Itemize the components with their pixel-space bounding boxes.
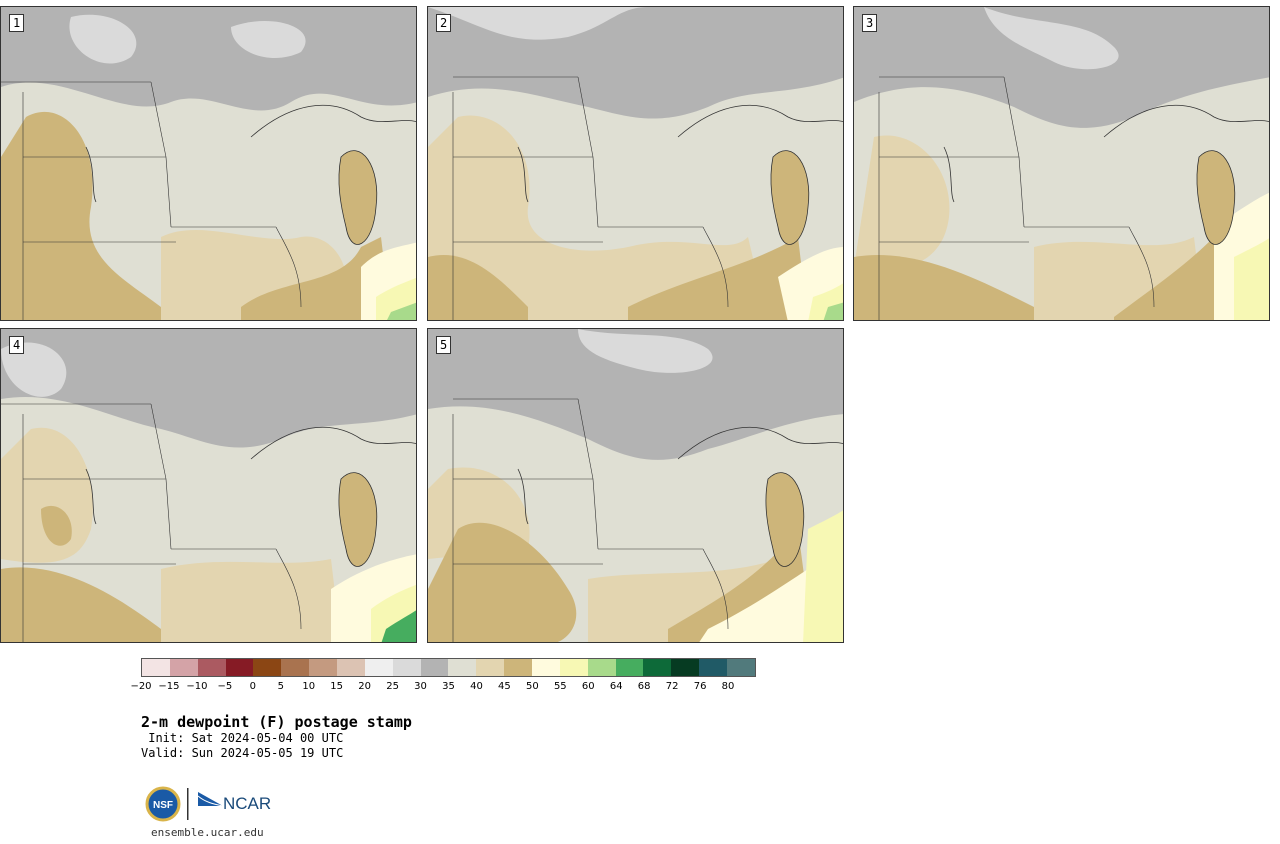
colorbar-swatch <box>281 659 310 676</box>
panel-label: 3 <box>862 14 878 32</box>
colorbar-tick-label: −15 <box>158 681 180 692</box>
colorbar-tick-label: 20 <box>358 681 371 692</box>
colorbar-tick-label: −5 <box>217 681 233 692</box>
colorbar-swatch <box>420 659 449 676</box>
panel-label: 4 <box>9 336 25 354</box>
colorbar-swatch <box>169 659 198 676</box>
colorbar-swatch <box>197 659 226 676</box>
colorbar-swatch <box>727 659 755 676</box>
colorbar-swatch <box>504 659 533 676</box>
colorbar-swatch <box>253 659 282 676</box>
colorbar-swatch <box>615 659 644 676</box>
colorbar-tick-label: −20 <box>130 681 152 692</box>
colorbar-swatch <box>225 659 254 676</box>
colorbar-swatch <box>392 659 421 676</box>
nsf-logo-text: NSF <box>153 800 173 811</box>
dewpoint-map-1 <box>1 7 416 320</box>
colorbar-tick-label: 80 <box>721 681 735 692</box>
nsf-ncar-logo: NSF NCAR <box>145 786 275 826</box>
colorbar-tick-label: 25 <box>386 681 399 692</box>
colorbar <box>141 658 756 677</box>
colorbar-tick-label: 40 <box>470 681 483 692</box>
colorbar-ticks: −20 −15 −10 −5 0 5 10 15 20 25 30 35 40 45 50 55 60 64 68 7… <box>130 681 756 695</box>
colorbar-swatch <box>532 659 560 676</box>
colorbar-tick-label: 10 <box>302 681 316 692</box>
colorbar-swatch <box>587 659 616 676</box>
colorbar-tick-label: 35 <box>442 681 455 692</box>
colorbar-tick-label: 5 <box>277 681 284 692</box>
colorbar-swatch <box>337 659 365 676</box>
colorbar-swatch <box>699 659 728 676</box>
ncar-logo-text: NCAR <box>223 794 271 813</box>
colorbar-tick-label: 64 <box>609 681 623 692</box>
colorbar-tick-label: 55 <box>553 681 567 692</box>
panel-label: 2 <box>436 14 452 32</box>
colorbar-tick-label: 15 <box>330 681 344 692</box>
valid-time: Valid: Sun 2024-05-05 19 UTC <box>141 746 344 760</box>
colorbar-tick-label: 0 <box>249 681 256 692</box>
dewpoint-map-5 <box>428 329 843 642</box>
chart-title: 2-m dewpoint (F) postage stamp <box>141 713 412 731</box>
postage-stamp-panel-5[interactable]: 5 <box>427 328 844 643</box>
colorbar-swatch <box>476 659 505 676</box>
nsf-seal-icon <box>145 786 181 822</box>
colorbar-tick-label: 45 <box>498 681 511 692</box>
colorbar-tick-label: 72 <box>665 681 679 692</box>
site-url: ensemble.ucar.edu <box>151 826 264 839</box>
colorbar-swatch <box>559 659 588 676</box>
colorbar-swatch <box>364 659 393 676</box>
postage-stamp-panel-2[interactable]: 2 <box>427 6 844 321</box>
dewpoint-map-4 <box>1 329 416 642</box>
colorbar-tick-label: 68 <box>637 681 651 692</box>
init-time: Init: Sat 2024-05-04 00 UTC <box>141 731 344 745</box>
colorbar-tick-label: 30 <box>414 681 427 692</box>
colorbar-swatch <box>643 659 672 676</box>
panel-label: 5 <box>436 336 452 354</box>
postage-stamp-panel-4[interactable]: 4 <box>0 328 417 643</box>
postage-stamp-panel-1[interactable]: 1 <box>0 6 417 321</box>
colorbar-swatch <box>309 659 338 676</box>
colorbar-tick-label: 76 <box>693 681 707 692</box>
dewpoint-map-2 <box>428 7 843 320</box>
colorbar-tick-label: 50 <box>525 681 539 692</box>
colorbar-swatch <box>671 659 700 676</box>
colorbar-tick-label: 60 <box>581 681 595 692</box>
colorbar-swatch <box>142 659 170 676</box>
postage-stamp-panel-3[interactable]: 3 <box>853 6 1270 321</box>
colorbar-tick-label: −10 <box>186 681 208 692</box>
colorbar-swatch <box>448 659 477 676</box>
dewpoint-map-3 <box>854 7 1269 320</box>
panel-label: 1 <box>9 14 25 32</box>
